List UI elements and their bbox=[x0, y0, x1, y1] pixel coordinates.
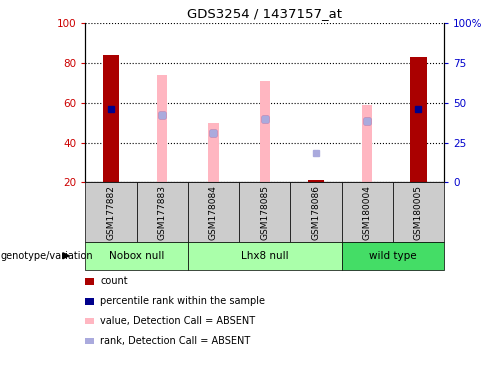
Text: genotype/variation: genotype/variation bbox=[1, 251, 94, 261]
Bar bbox=[410, 57, 427, 182]
Title: GDS3254 / 1437157_at: GDS3254 / 1437157_at bbox=[187, 7, 342, 20]
Text: GSM180004: GSM180004 bbox=[363, 185, 372, 240]
Text: GSM178085: GSM178085 bbox=[260, 185, 269, 240]
Bar bbox=[260, 81, 270, 182]
Bar bbox=[208, 122, 219, 182]
Text: GSM177882: GSM177882 bbox=[106, 185, 116, 240]
Text: GSM178086: GSM178086 bbox=[311, 185, 321, 240]
Text: wild type: wild type bbox=[369, 251, 417, 261]
Text: GSM180005: GSM180005 bbox=[414, 185, 423, 240]
Text: Nobox null: Nobox null bbox=[109, 251, 164, 261]
Bar bbox=[362, 105, 372, 182]
Text: Lhx8 null: Lhx8 null bbox=[241, 251, 288, 261]
Bar bbox=[103, 55, 119, 182]
Text: value, Detection Call = ABSENT: value, Detection Call = ABSENT bbox=[100, 316, 255, 326]
Text: count: count bbox=[100, 276, 128, 286]
Text: GSM177883: GSM177883 bbox=[158, 185, 167, 240]
Bar bbox=[308, 180, 324, 182]
Text: GSM178084: GSM178084 bbox=[209, 185, 218, 240]
Text: rank, Detection Call = ABSENT: rank, Detection Call = ABSENT bbox=[100, 336, 250, 346]
Text: percentile rank within the sample: percentile rank within the sample bbox=[100, 296, 265, 306]
Bar bbox=[157, 75, 167, 182]
